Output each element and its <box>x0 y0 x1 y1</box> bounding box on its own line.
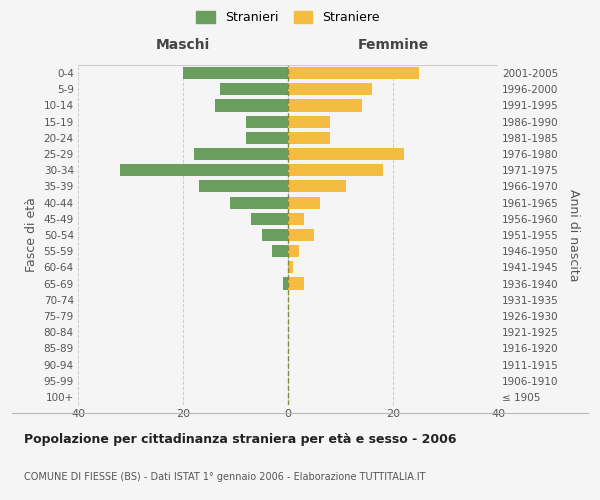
Bar <box>193 148 288 160</box>
Bar <box>288 196 320 208</box>
Text: Popolazione per cittadinanza straniera per età e sesso - 2006: Popolazione per cittadinanza straniera p… <box>24 432 457 446</box>
Bar <box>215 100 288 112</box>
Bar <box>283 278 288 289</box>
Bar <box>288 67 419 79</box>
Bar <box>288 132 330 144</box>
Bar <box>288 116 330 128</box>
Text: Maschi: Maschi <box>156 38 210 52</box>
Bar <box>288 180 346 192</box>
Bar <box>288 212 304 225</box>
Bar <box>288 83 372 96</box>
Bar <box>288 100 361 112</box>
Bar <box>220 83 288 96</box>
Bar <box>272 245 288 258</box>
Y-axis label: Fasce di età: Fasce di età <box>25 198 38 272</box>
Bar <box>288 245 299 258</box>
Bar <box>288 148 404 160</box>
Bar <box>120 164 288 176</box>
Bar <box>246 132 288 144</box>
Legend: Stranieri, Straniere: Stranieri, Straniere <box>191 6 385 29</box>
Y-axis label: Anni di nascita: Anni di nascita <box>567 188 580 281</box>
Bar <box>199 180 288 192</box>
Text: Femmine: Femmine <box>358 38 428 52</box>
Bar <box>246 116 288 128</box>
Bar <box>288 278 304 289</box>
Bar <box>251 212 288 225</box>
Bar <box>230 196 288 208</box>
Text: COMUNE DI FIESSE (BS) - Dati ISTAT 1° gennaio 2006 - Elaborazione TUTTITALIA.IT: COMUNE DI FIESSE (BS) - Dati ISTAT 1° ge… <box>24 472 425 482</box>
Bar <box>288 164 383 176</box>
Bar <box>262 229 288 241</box>
Bar <box>288 262 293 274</box>
Bar <box>183 67 288 79</box>
Bar <box>288 229 314 241</box>
